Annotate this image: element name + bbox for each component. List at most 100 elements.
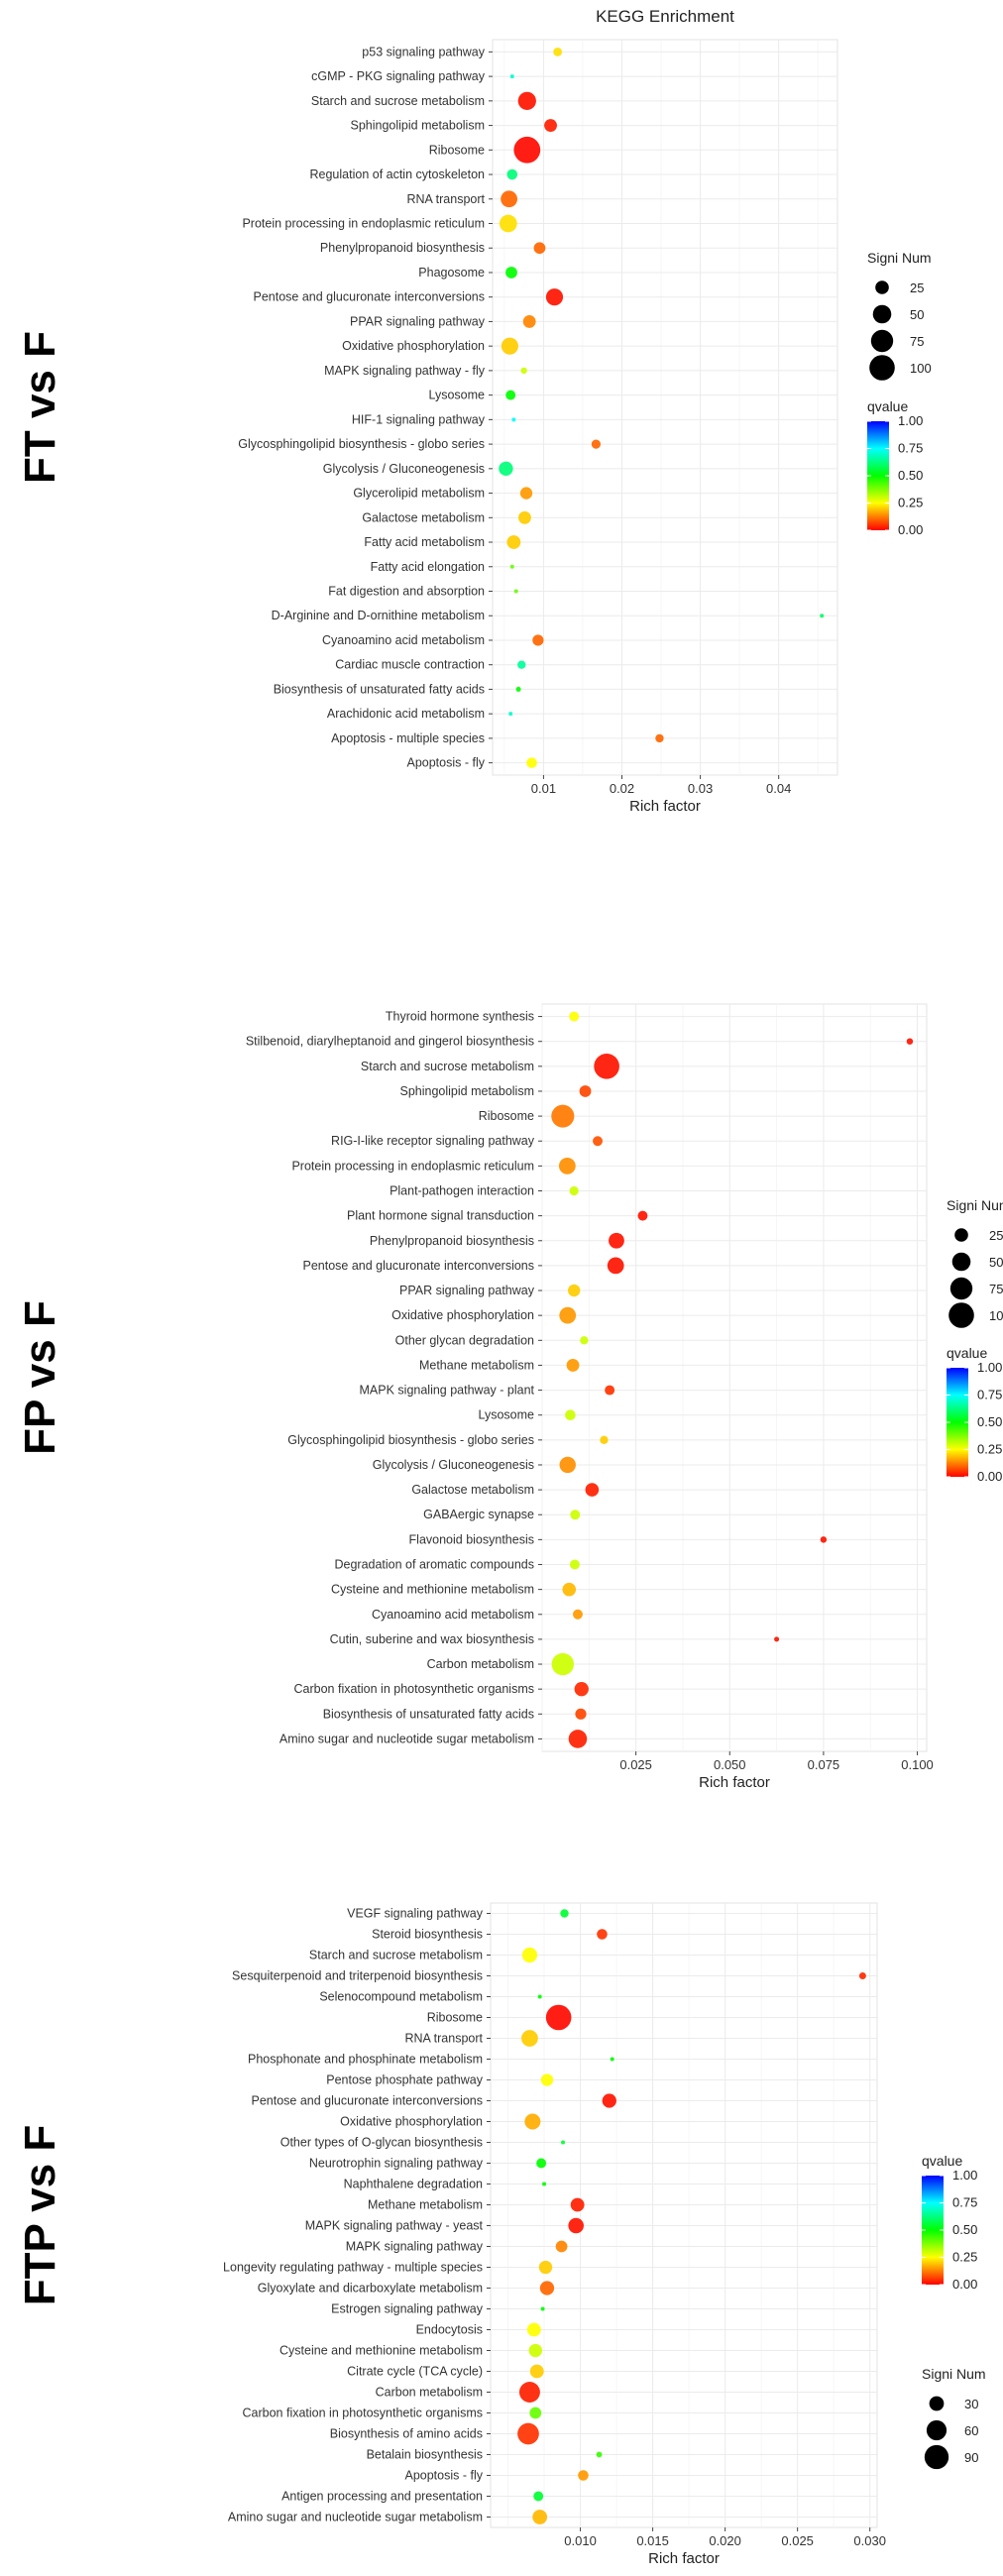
data-point xyxy=(513,136,541,164)
data-point xyxy=(559,1456,576,1474)
size-legend-title: Signi Num xyxy=(922,2366,986,2382)
data-point xyxy=(506,535,521,549)
y-tick-label: Protein processing in endoplasmic reticu… xyxy=(291,1159,534,1173)
color-legend-label: 0.50 xyxy=(977,1414,1002,1429)
y-tick-label: Carbon fixation in photosynthetic organi… xyxy=(243,2407,484,2420)
x-tick-label: 0.025 xyxy=(619,1757,652,1772)
color-legend-label: 0.75 xyxy=(977,1388,1002,1402)
color-legend-label: 0.50 xyxy=(952,2222,977,2237)
y-tick-label: Glycosphingolipid biosynthesis - globo s… xyxy=(287,1433,534,1447)
data-point xyxy=(526,757,537,768)
data-point xyxy=(578,2470,589,2481)
color-legend-label: 0.75 xyxy=(952,2195,977,2210)
data-point xyxy=(505,390,516,400)
y-tick-label: Sphingolipid metabolism xyxy=(351,119,486,133)
size-legend-label: 50 xyxy=(989,1255,1003,1270)
data-point xyxy=(544,119,557,132)
data-point xyxy=(533,242,546,255)
x-tick-label: 0.02 xyxy=(610,781,634,796)
y-tick-label: Betalain biosynthesis xyxy=(367,2448,483,2462)
color-legend-title: qvalue xyxy=(922,2153,962,2169)
data-point xyxy=(820,614,825,618)
y-tick-label: D-Arginine and D-ornithine metabolism xyxy=(272,609,485,622)
y-tick-label: Amino sugar and nucleotide sugar metabol… xyxy=(228,2511,483,2524)
data-point xyxy=(545,288,564,306)
data-point xyxy=(528,2343,542,2358)
size-legend-key xyxy=(926,2419,947,2441)
data-point xyxy=(526,2322,541,2337)
y-tick-label: PPAR signaling pathway xyxy=(350,314,486,328)
size-legend-key xyxy=(870,329,894,353)
size-legend-key xyxy=(948,1302,974,1328)
data-point xyxy=(593,1136,603,1147)
y-tick-label: Phenylpropanoid biosynthesis xyxy=(370,1234,534,1248)
y-tick-label: Lysosome xyxy=(478,1408,534,1422)
data-point xyxy=(774,1636,780,1642)
color-legend-label: 0.00 xyxy=(952,2277,977,2292)
data-point xyxy=(517,91,536,110)
data-point xyxy=(506,168,518,180)
y-tick-label: Cysteine and methionine metabolism xyxy=(279,2344,483,2358)
plot-area xyxy=(492,39,838,776)
y-tick-label: cGMP - PKG signaling pathway xyxy=(311,69,486,83)
x-tick-label: 0.015 xyxy=(636,2533,669,2548)
size-legend-key xyxy=(951,1252,971,1272)
data-point xyxy=(537,1994,542,1999)
color-legend-label: 0.00 xyxy=(977,1469,1002,1484)
y-tick-label: Sesquiterpenoid and triterpenoid biosynt… xyxy=(232,1969,483,1983)
data-point xyxy=(570,1510,581,1520)
size-legend-label: 90 xyxy=(964,2450,978,2465)
data-point xyxy=(539,2281,555,2296)
y-tick-label: Apoptosis - fly xyxy=(404,2469,483,2483)
size-legend-label: 100 xyxy=(910,361,932,376)
data-point xyxy=(505,267,517,279)
chart-title: KEGG Enrichment xyxy=(596,7,734,26)
y-tick-label: Starch and sucrose metabolism xyxy=(361,1060,534,1073)
size-legend-label: 50 xyxy=(910,307,924,322)
color-legend-label: 0.75 xyxy=(898,441,923,456)
data-point xyxy=(602,2093,616,2108)
x-tick-label: 0.03 xyxy=(688,781,713,796)
size-legend-key xyxy=(954,1228,968,1242)
y-tick-label: Oxidative phosphorylation xyxy=(391,1308,534,1322)
data-point xyxy=(568,1730,588,1748)
data-point xyxy=(513,589,518,594)
y-tick-label: Apoptosis - fly xyxy=(406,756,485,770)
y-tick-label: Cutin, suberine and wax biosynthesis xyxy=(330,1632,534,1646)
data-point xyxy=(553,47,563,56)
data-point xyxy=(532,2510,548,2524)
data-point xyxy=(508,712,513,717)
size-legend: Signi Num 25 50 75 100 xyxy=(867,250,932,381)
data-point xyxy=(562,1582,577,1597)
y-tick-label: Biosynthesis of unsaturated fatty acids xyxy=(323,1707,534,1721)
y-tick-label: Glyoxylate and dicarboxylate metabolism xyxy=(258,2282,483,2296)
y-tick-label: Ribosome xyxy=(479,1109,534,1123)
x-axis-title: Rich factor xyxy=(699,1774,770,1791)
data-point xyxy=(542,2182,547,2186)
y-tick-label: Fatty acid elongation xyxy=(371,560,485,574)
size-legend-title: Signi Num xyxy=(867,250,932,266)
y-tick-label: Galactose metabolism xyxy=(411,1483,534,1497)
data-point xyxy=(501,337,518,355)
y-tick-label: Carbon metabolism xyxy=(376,2386,483,2400)
color-legend-label: 1.00 xyxy=(952,2168,977,2183)
y-tick-label: Endocytosis xyxy=(416,2323,483,2337)
y-tick-label: Regulation of actin cytoskeleton xyxy=(310,168,486,181)
y-tick-label: GABAergic synapse xyxy=(423,1508,534,1521)
color-legend-label: 0.25 xyxy=(952,2250,977,2265)
y-tick-label: Selenocompound metabolism xyxy=(319,1990,483,2004)
data-point xyxy=(561,2140,566,2145)
data-point xyxy=(520,367,527,375)
data-point xyxy=(560,1909,569,1918)
data-point xyxy=(607,1257,624,1275)
data-point xyxy=(532,634,544,646)
y-tick-label: Methane metabolism xyxy=(419,1358,534,1372)
y-tick-label: Amino sugar and nucleotide sugar metabol… xyxy=(279,1732,534,1745)
y-tick-label: Citrate cycle (TCA cycle) xyxy=(347,2365,483,2379)
size-legend-label: 25 xyxy=(989,1228,1003,1243)
panel-1: p53 signaling pathway cGMP - PKG signalin… xyxy=(16,7,932,815)
data-point xyxy=(574,1682,589,1697)
data-point xyxy=(573,1609,583,1620)
